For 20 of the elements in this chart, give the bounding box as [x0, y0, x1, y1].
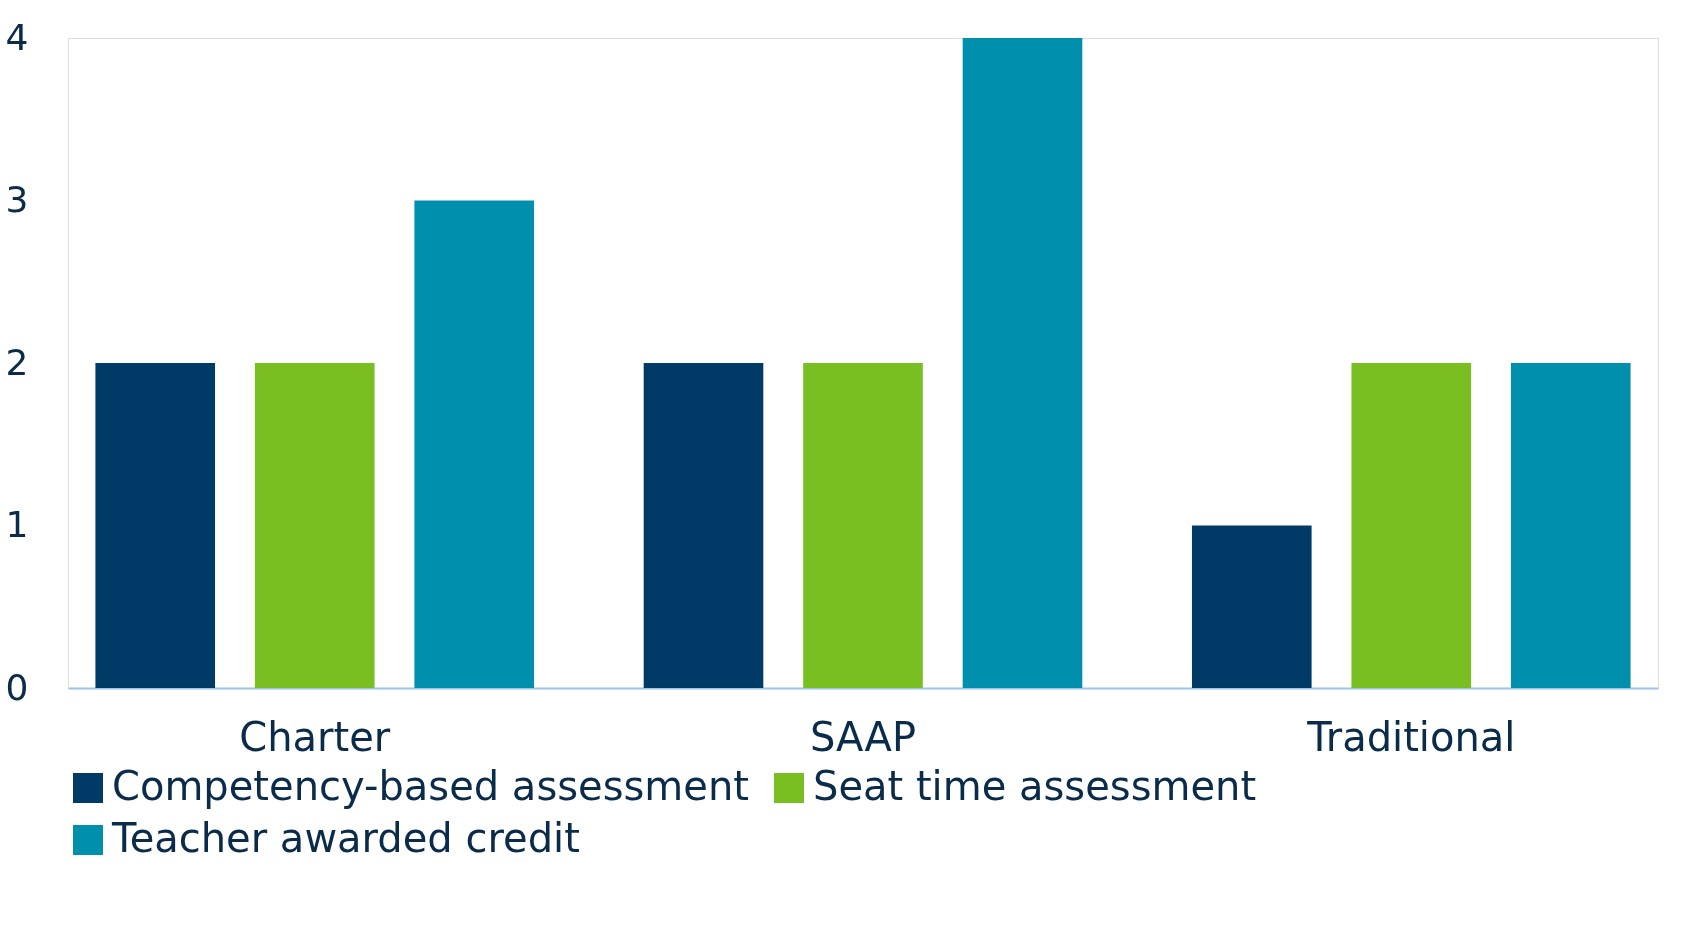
- bar: [962, 38, 1083, 688]
- x-tick-label: SAAP: [809, 713, 917, 760]
- bar: [1351, 363, 1472, 688]
- legend-label: Competency-based assessment: [112, 763, 749, 809]
- bar: [414, 200, 535, 688]
- x-tick-label: Traditional: [1306, 713, 1516, 760]
- y-tick-label: 3: [5, 179, 29, 220]
- y-tick-label: 0: [5, 666, 29, 708]
- legend-label: Teacher awarded credit: [111, 815, 580, 861]
- x-tick-label: Charter: [239, 713, 391, 760]
- y-tick-label: 1: [5, 504, 29, 545]
- bar: [254, 363, 375, 688]
- bar: [95, 363, 216, 688]
- bar: [803, 363, 923, 688]
- y-tick-label: 2: [5, 341, 29, 383]
- y-tick-label: 4: [5, 16, 29, 58]
- bar: [1510, 363, 1631, 688]
- bar: [643, 363, 764, 688]
- bar: [1191, 525, 1312, 688]
- legend-label: Seat time assessment: [813, 763, 1257, 809]
